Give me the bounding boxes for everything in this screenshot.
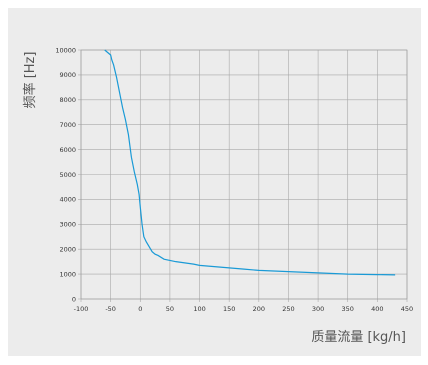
y-tick-label: 2000	[59, 246, 76, 254]
x-tick-label: -100	[74, 305, 89, 313]
x-axis-label: 质量流量 [kg/h]	[311, 330, 406, 345]
y-tick-label: 5000	[59, 171, 76, 179]
y-tick-label: 9000	[59, 71, 76, 79]
x-tick-label: 450	[401, 305, 413, 313]
x-tick-label: 100	[193, 305, 205, 313]
chart-panel: -100 -50 0 50 100 150 200 250 300 350 400 450 0 1000…	[8, 8, 421, 356]
grid-lines	[78, 49, 408, 302]
x-tick-label: 50	[166, 305, 174, 313]
y-tick-label: 6000	[59, 146, 76, 154]
y-axis-label: 频率 [Hz]	[22, 52, 38, 109]
x-tick-label: 0	[138, 305, 142, 313]
y-tick-labels: 0 1000 2000 3000 4000 5000 6000 7000 8000 9000 100…	[55, 46, 76, 303]
x-tick-label: 400	[371, 305, 383, 313]
x-tick-label: 250	[282, 305, 294, 313]
y-tick-label: 1000	[59, 270, 76, 278]
y-tick-label: 0	[72, 295, 76, 303]
y-tick-label: 8000	[59, 96, 76, 104]
x-tick-label: -50	[105, 305, 116, 313]
chart-svg: -100 -50 0 50 100 150 200 250 300 350 400 450 0 1000…	[22, 46, 414, 345]
x-tick-label: 150	[223, 305, 235, 313]
plot-frame	[80, 49, 408, 300]
x-tick-label: 200	[253, 305, 265, 313]
y-tick-label: 4000	[59, 196, 76, 204]
x-tick-label: 300	[312, 305, 324, 313]
y-tick-label: 7000	[59, 121, 76, 129]
y-tick-label: 3000	[59, 221, 76, 229]
x-tick-labels: -100 -50 0 50 100 150 200 250 300 350 400 450	[74, 305, 414, 313]
x-tick-label: 350	[342, 305, 354, 313]
y-tick-label: 10000	[55, 46, 76, 54]
series-line-frequency	[104, 49, 396, 276]
